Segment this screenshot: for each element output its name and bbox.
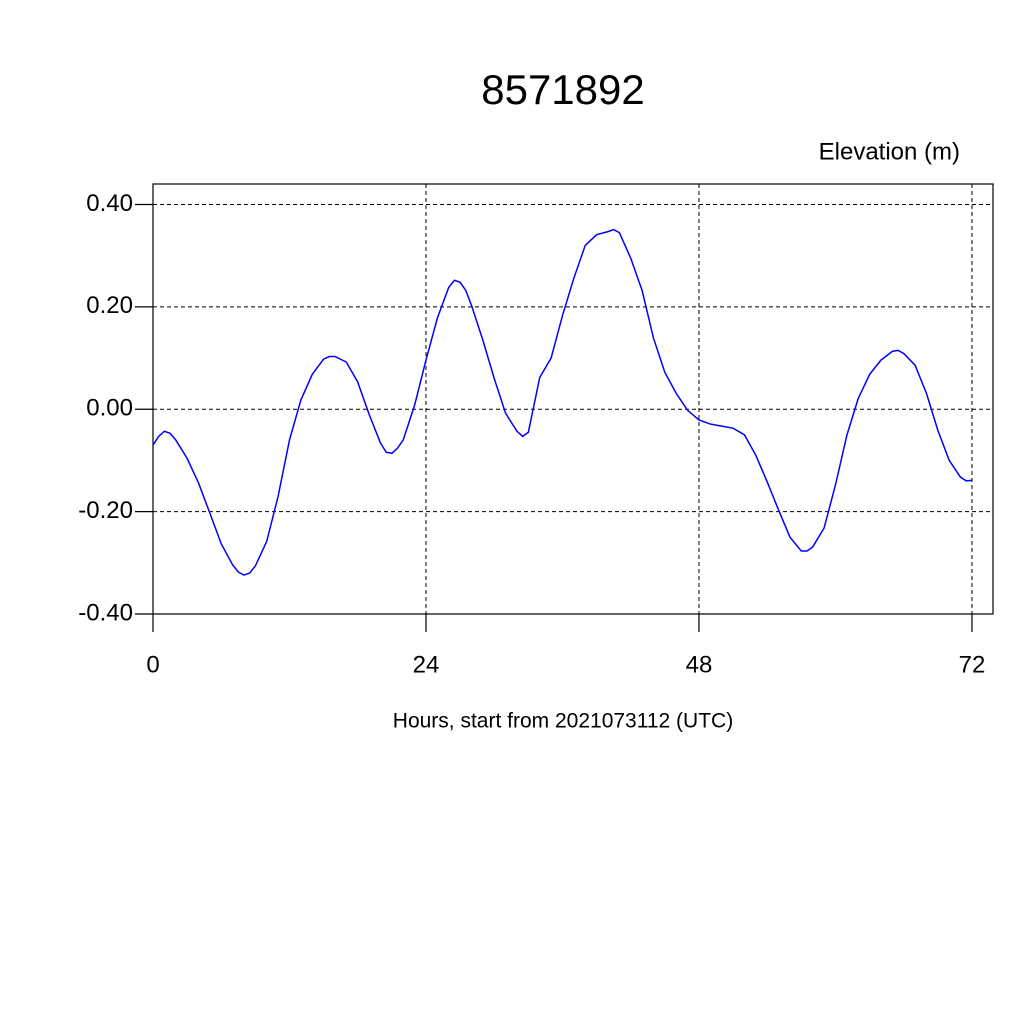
x-tick-label: 72 [959, 651, 986, 678]
chart-title: 8571892 [481, 66, 645, 113]
x-tick-label: 0 [146, 651, 159, 678]
y-tick-label: 0.20 [86, 292, 133, 319]
y-tick-label: -0.20 [78, 497, 133, 524]
plot-frame [152, 183, 994, 615]
y-tick-label: 0.00 [86, 395, 133, 422]
y-axis-label: Elevation (m) [819, 138, 960, 165]
y-tick-label: -0.40 [78, 599, 133, 626]
x-axis-label: Hours, start from 2021073112 (UTC) [393, 710, 733, 733]
data-line [152, 228, 973, 576]
y-tick-label: 0.40 [86, 190, 133, 217]
x-tick-label: 24 [413, 651, 440, 678]
x-tick-label: 48 [686, 651, 713, 678]
